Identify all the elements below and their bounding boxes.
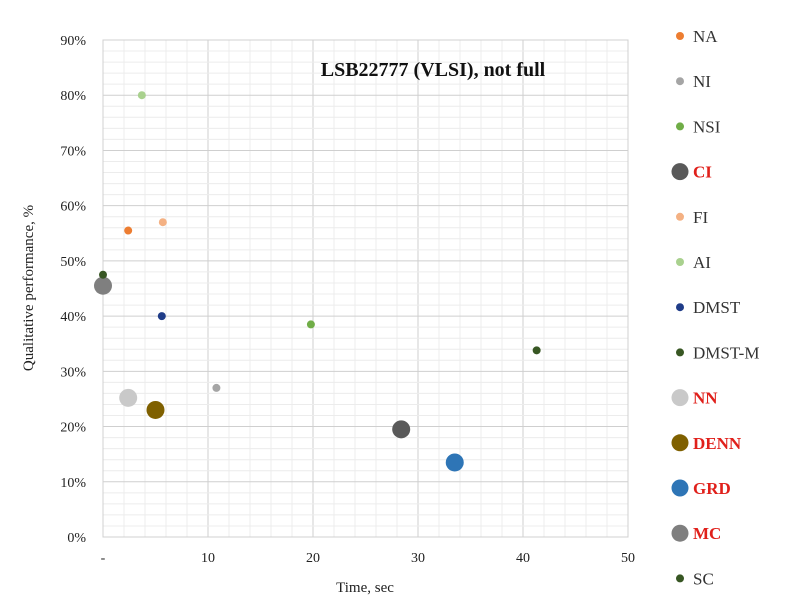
legend-label: SC — [693, 569, 714, 588]
legend-marker — [671, 434, 689, 452]
legend-label: DMST — [693, 298, 741, 317]
data-points — [94, 91, 541, 472]
y-axis-ticks: 0% 10% 20% 30% 40% 50% 60% 70% 80% 90% — [60, 34, 86, 546]
x-tick-label: - — [101, 551, 106, 566]
point-fi — [158, 218, 167, 227]
point-nn — [119, 388, 138, 407]
y-tick-label: 30% — [60, 365, 86, 380]
legend-item-fi: FI — [676, 208, 708, 227]
legend-label: NI — [693, 72, 711, 91]
legend-item-ai: AI — [676, 253, 711, 272]
point-ai — [137, 91, 146, 100]
x-tick-label: 20 — [306, 551, 320, 566]
legend-marker — [676, 212, 684, 221]
legend-marker — [676, 348, 684, 357]
point-mc — [94, 276, 112, 295]
point-dmst — [157, 312, 166, 321]
point-nsi — [306, 320, 315, 329]
legend: NA NI NSI CI FI AI DMST DMST-M NN DENN GRD MC SC — [671, 27, 759, 588]
y-tick-label: 80% — [60, 89, 86, 104]
x-axis-ticks: - 10 20 30 40 50 — [101, 551, 635, 566]
grid-lines — [102, 39, 629, 538]
point-ci — [392, 420, 411, 439]
legend-item-mc: MC — [671, 524, 721, 543]
legend-label: NN — [693, 389, 718, 408]
x-tick-label: 50 — [621, 551, 635, 566]
legend-item-nsi: NSI — [676, 117, 721, 136]
legend-label: DMST-M — [693, 343, 759, 362]
legend-marker — [671, 524, 689, 542]
y-tick-label: 40% — [60, 310, 86, 325]
point-sc — [99, 270, 107, 279]
legend-item-dmst-m: DMST-M — [676, 343, 759, 362]
y-tick-label: 90% — [60, 34, 86, 49]
legend-label: FI — [693, 208, 708, 227]
legend-label: MC — [693, 524, 721, 543]
legend-label: GRD — [693, 479, 731, 498]
legend-item-denn: DENN — [671, 434, 742, 453]
x-axis-title: Time, sec — [336, 580, 394, 596]
legend-marker — [671, 479, 689, 497]
x-tick-label: 10 — [201, 551, 215, 566]
point-ni — [212, 383, 221, 392]
y-axis-title: Qualitative performance, % — [21, 205, 37, 371]
legend-label: CI — [693, 163, 712, 182]
legend-item-grd: GRD — [671, 479, 731, 498]
legend-marker — [671, 163, 689, 181]
legend-marker — [676, 258, 684, 266]
legend-item-ni: NI — [676, 72, 711, 91]
legend-item-dmst: DMST — [676, 298, 741, 317]
legend-marker — [676, 77, 684, 86]
point-denn — [146, 400, 165, 419]
x-tick-label: 30 — [411, 551, 425, 566]
legend-item-na: NA — [676, 27, 718, 46]
legend-marker — [676, 122, 684, 131]
legend-label: NSI — [693, 117, 721, 136]
point-dmst-m — [532, 346, 541, 355]
legend-label: DENN — [693, 434, 742, 453]
point-grd — [445, 453, 464, 472]
y-tick-label: 70% — [60, 144, 86, 159]
y-tick-label: 0% — [67, 531, 86, 546]
x-tick-label: 40 — [516, 551, 530, 566]
y-tick-label: 10% — [60, 476, 86, 491]
legend-marker — [676, 574, 684, 583]
legend-marker — [676, 303, 684, 312]
legend-item-nn: NN — [671, 389, 718, 408]
y-tick-label: 20% — [60, 421, 86, 436]
y-tick-label: 50% — [60, 255, 86, 270]
chart-title: LSB22777 (VLSI), not full — [321, 59, 546, 81]
point-na — [124, 226, 133, 235]
legend-label: NA — [693, 27, 718, 46]
legend-marker — [676, 32, 684, 40]
legend-item-ci: CI — [671, 163, 712, 182]
legend-label: AI — [693, 253, 711, 272]
legend-marker — [671, 389, 689, 407]
y-tick-label: 60% — [60, 200, 86, 215]
legend-item-sc: SC — [676, 569, 714, 588]
